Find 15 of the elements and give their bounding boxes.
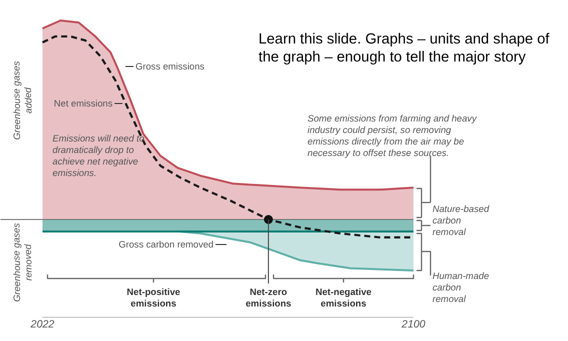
text: Nature-based carbon removal xyxy=(432,204,490,237)
series-label: Gross carbon removed xyxy=(118,240,214,250)
annotation: Some emissions from farming and heavy industry could persist, so removing emissions directly from the air may be necessary to offset these sources. xyxy=(308,113,478,158)
annotation: Emissions will need to dramatically drop to achieve net negative emissions. xyxy=(52,133,144,178)
text: Greenhouse gases removed xyxy=(12,222,34,302)
annotation: Net-zero emissions xyxy=(246,286,292,308)
series-label: Net emissions xyxy=(54,98,113,108)
text: Greenhouse gases added xyxy=(12,60,34,140)
series-label: Gross emissions xyxy=(136,62,205,72)
text: Net-positive emissions xyxy=(126,286,180,308)
text: Learn this slide. Graphs – units and shape of the graph – enough to tell the major story xyxy=(258,31,550,66)
x-tick-label: 2100 xyxy=(400,318,426,330)
x-tick-label: 2022 xyxy=(30,318,54,330)
text: Human-made carbon removal xyxy=(432,271,490,304)
text: Net-negative emissions xyxy=(316,286,372,308)
